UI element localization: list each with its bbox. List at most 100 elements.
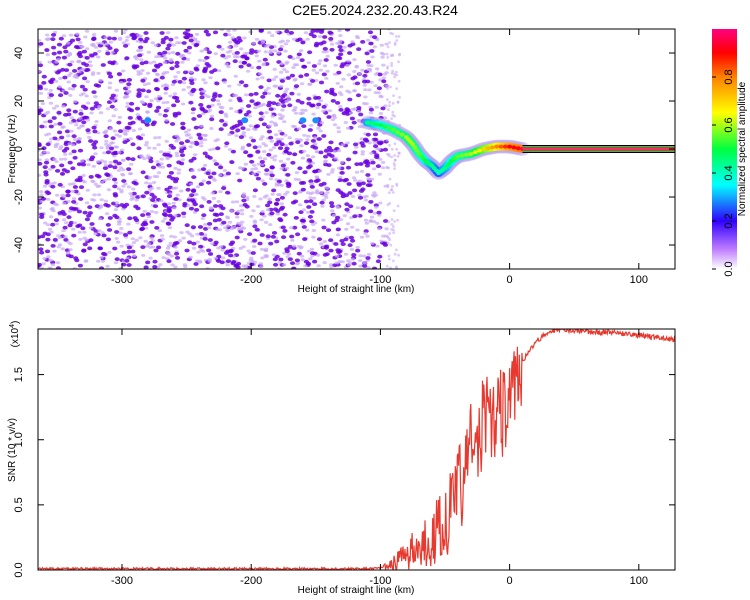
- noise-mark: [187, 240, 193, 245]
- noise-mark: [58, 157, 64, 161]
- noise-fringe-mark: [387, 108, 390, 111]
- noise-mark: [86, 101, 91, 105]
- noise-mark: [260, 95, 266, 99]
- noise-mark: [62, 75, 68, 80]
- noise-mark: [354, 170, 360, 174]
- noise-mark: [262, 91, 268, 96]
- snr-x-tick-label: 0: [507, 575, 513, 587]
- noise-mark: [71, 149, 77, 154]
- noise-mark: [107, 228, 113, 232]
- noise-mark: [122, 132, 128, 135]
- noise-mark: [154, 87, 160, 92]
- noise-mark: [258, 111, 264, 116]
- noise-fringe-mark: [387, 220, 391, 224]
- noise-mark: [376, 210, 382, 215]
- noise-mark: [176, 168, 182, 172]
- noise-mark: [321, 50, 326, 54]
- noise-mark: [339, 160, 344, 164]
- noise-mark: [221, 186, 227, 191]
- noise-mark: [259, 218, 264, 222]
- noise-mark: [190, 189, 197, 194]
- noise-mark: [369, 49, 375, 53]
- noise-mark: [372, 220, 377, 224]
- noise-mark: [171, 43, 176, 47]
- noise-mark: [71, 197, 77, 201]
- noise-mark: [148, 159, 154, 164]
- noise-mark: [282, 68, 287, 71]
- noise-mark: [114, 88, 120, 92]
- noise-mark: [166, 244, 172, 248]
- noise-mark: [316, 137, 322, 141]
- noise-mark: [103, 134, 109, 139]
- noise-mark: [297, 166, 303, 171]
- noise-mark: [270, 192, 275, 196]
- noise-fringe-mark: [387, 166, 390, 170]
- noise-mark: [296, 52, 302, 57]
- noise-mark: [195, 240, 200, 244]
- noise-mark: [89, 222, 95, 226]
- noise-mark: [220, 47, 225, 51]
- noise-mark: [216, 102, 222, 106]
- noise-mark: [201, 213, 207, 218]
- noise-mark: [303, 199, 310, 204]
- noise-mark: [129, 33, 135, 37]
- noise-fringe-mark: [390, 117, 393, 120]
- noise-mark: [102, 178, 108, 182]
- noise-mark: [89, 157, 95, 162]
- noise-mark: [76, 209, 82, 214]
- signal-core-mark: [369, 121, 375, 126]
- noise-mark: [43, 221, 48, 225]
- signal-core-mark: [382, 124, 388, 129]
- noise-mark: [96, 71, 101, 75]
- noise-mark: [152, 259, 158, 264]
- noise-mark: [58, 93, 64, 98]
- noise-mark: [181, 88, 186, 92]
- noise-mark: [325, 191, 330, 195]
- noise-mark: [336, 166, 342, 170]
- noise-mark: [97, 246, 103, 251]
- noise-mark: [270, 34, 275, 38]
- noise-fringe-mark: [393, 41, 397, 45]
- noise-mark: [125, 256, 130, 260]
- noise-mark: [193, 262, 199, 266]
- noise-mark: [279, 79, 285, 83]
- noise-mark: [256, 65, 262, 70]
- noise-mark: [62, 45, 68, 50]
- noise-mark: [239, 208, 245, 212]
- noise-mark: [107, 164, 113, 169]
- noise-mark: [302, 170, 308, 175]
- noise-mark: [260, 135, 265, 139]
- noise-mark: [196, 114, 202, 118]
- noise-mark: [377, 141, 383, 146]
- noise-mark: [165, 156, 170, 160]
- noise-mark: [81, 120, 87, 125]
- noise-mark: [190, 107, 196, 112]
- noise-mark: [305, 228, 310, 232]
- spectrogram-y-tick-label: 0: [13, 146, 25, 152]
- noise-mark: [248, 51, 254, 55]
- noise-mark: [381, 63, 386, 67]
- noise-mark: [282, 263, 287, 267]
- noise-mark: [124, 125, 130, 130]
- noise-mark: [251, 41, 256, 45]
- noise-mark: [74, 178, 81, 183]
- noise-mark: [314, 71, 320, 75]
- noise-mark: [213, 162, 219, 166]
- noise-fringe-mark: [388, 104, 391, 108]
- noise-mark: [311, 196, 317, 200]
- noise-mark: [174, 36, 179, 40]
- noise-mark: [307, 214, 313, 219]
- noise-mark: [379, 43, 384, 47]
- noise-mark: [146, 89, 152, 94]
- noise-mark: [170, 83, 176, 87]
- noise-mark: [38, 111, 42, 116]
- noise-mark: [38, 235, 42, 239]
- noise-mark: [131, 191, 137, 196]
- noise-mark: [209, 114, 215, 118]
- noise-mark: [208, 252, 214, 256]
- noise-mark: [337, 44, 343, 49]
- noise-mark: [110, 93, 116, 98]
- noise-mark: [291, 244, 297, 248]
- noise-mark: [198, 103, 204, 107]
